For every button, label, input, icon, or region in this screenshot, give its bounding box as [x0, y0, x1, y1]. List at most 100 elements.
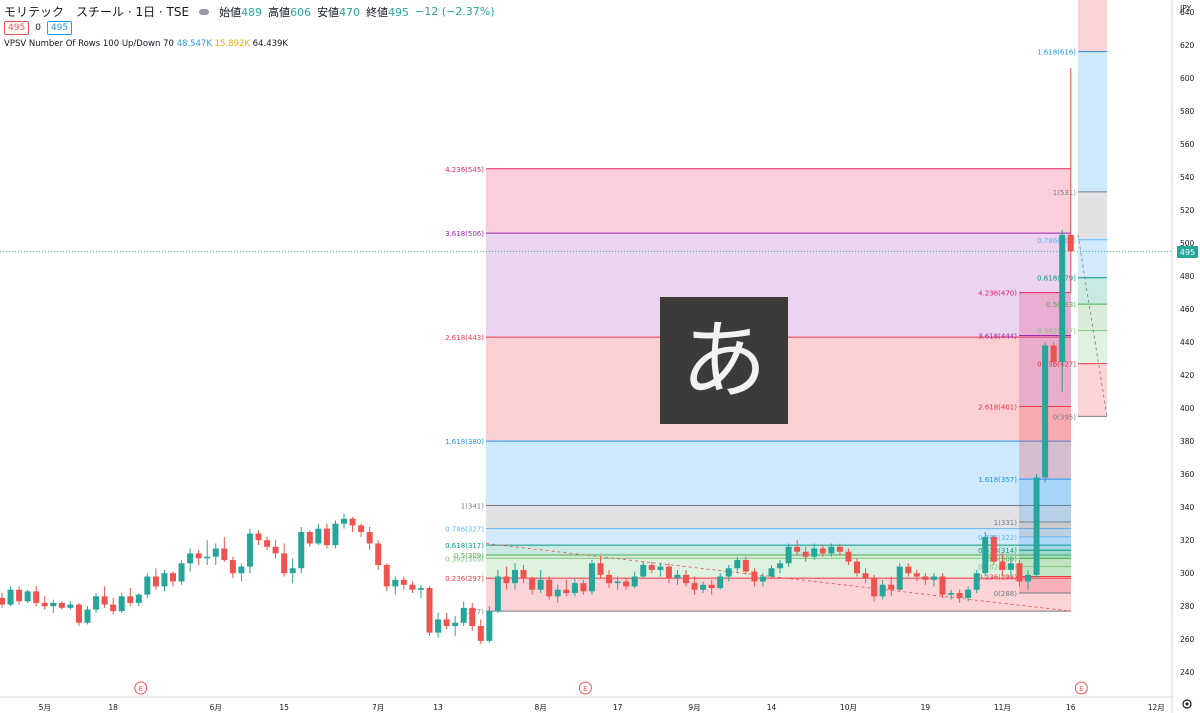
- candle-body: [101, 596, 108, 605]
- candle-body: [725, 568, 732, 577]
- fib-level-label: 0.618(479): [1037, 275, 1076, 283]
- fib-level-label: 0.236(297): [445, 575, 484, 583]
- candle-body: [135, 594, 142, 603]
- price-tick-label: 640: [1180, 8, 1195, 17]
- candle-body: [144, 576, 151, 595]
- candle-body: [640, 564, 647, 577]
- candle-body: [358, 525, 365, 532]
- fib-zone: [486, 555, 1071, 559]
- time-tick-label: 18: [108, 703, 118, 712]
- fib-zone: [486, 505, 1071, 529]
- fib-zone: [1078, 277, 1107, 305]
- price-tick-label: 380: [1180, 437, 1195, 446]
- candle-body: [392, 579, 399, 587]
- price-tick-label: 300: [1180, 569, 1195, 578]
- candle-body: [212, 548, 219, 557]
- candle-body: [58, 602, 65, 608]
- candle-body: [973, 573, 980, 590]
- fib-level-label: 1.618(380): [445, 438, 484, 446]
- trend-line: [1077, 234, 1108, 417]
- earnings-marker-icon[interactable]: E: [134, 681, 148, 695]
- candle-body: [67, 604, 74, 608]
- candle-body: [674, 574, 681, 579]
- earnings-marker-icon[interactable]: E: [1074, 681, 1088, 695]
- time-tick-label: 14: [767, 703, 777, 712]
- time-tick-label: 5月: [39, 703, 51, 712]
- candle-body: [469, 607, 476, 627]
- fib-level-label: 0.786(322): [978, 534, 1017, 542]
- symbol-title[interactable]: モリテック スチール · 1日 · TSE: [4, 5, 190, 19]
- candle-body: [546, 579, 553, 597]
- bid-button[interactable]: 495: [4, 21, 30, 35]
- fib-level-label: 0.786(327): [445, 526, 484, 534]
- earnings-marker-circle: [1074, 681, 1088, 695]
- candle-body: [588, 563, 595, 592]
- candle-body: [794, 546, 801, 552]
- fib-level-label: 1.618(357): [978, 476, 1017, 484]
- candle-body: [580, 583, 587, 592]
- indicator-total-volume: 64.439K: [252, 39, 288, 49]
- candle-body: [922, 576, 929, 580]
- candle-body: [657, 566, 664, 570]
- candle-body: [734, 560, 741, 569]
- candle-body: [571, 583, 578, 594]
- candle-body: [905, 566, 912, 574]
- chart-header: モリテック スチール · 1日 · TSE 始値489 高値606 安値470 …: [4, 3, 495, 20]
- candle-body: [16, 589, 23, 602]
- candle-body: [187, 553, 194, 564]
- candle-body: [948, 593, 955, 595]
- fib-level-label: 0(395): [1053, 413, 1077, 421]
- fib-zone: [486, 558, 1071, 579]
- indicator-up-volume: 48.547K: [176, 39, 212, 49]
- indicator-legend[interactable]: VPSV Number Of Rows 100 Up/Down 70 48.54…: [4, 39, 288, 49]
- candle-body: [683, 574, 689, 584]
- candle-body: [939, 576, 946, 595]
- ask-button[interactable]: 495: [46, 21, 73, 35]
- time-tick-label: 15: [279, 703, 289, 712]
- candle-body: [409, 584, 416, 590]
- indicator-down-volume: 15.892K: [214, 39, 250, 49]
- candle-body: [854, 561, 860, 574]
- candle-body: [768, 568, 775, 577]
- price-tick-label: 340: [1180, 503, 1195, 512]
- candle-body: [221, 548, 228, 560]
- candle-body: [759, 576, 766, 582]
- candle-body: [127, 596, 134, 603]
- fib-level-label: 1(531): [1053, 189, 1077, 197]
- ohlc-high: 高値606: [268, 5, 312, 19]
- candle-body: [708, 584, 715, 589]
- candle-body: [75, 604, 82, 623]
- candle-body: [554, 589, 561, 597]
- candle-body: [828, 546, 835, 554]
- price-tick-label: 240: [1180, 668, 1195, 677]
- candle-body: [1025, 574, 1031, 582]
- time-tick-label: 8月: [535, 703, 547, 712]
- gear-ring: [1182, 699, 1192, 709]
- price-tick-label: 280: [1180, 602, 1195, 611]
- candle-body: [178, 563, 185, 582]
- time-tick-label: 6月: [210, 703, 222, 712]
- fib-level-label: 0.236(427): [1037, 361, 1076, 369]
- fib-level-label: 0.236(298): [978, 574, 1017, 582]
- candle-body: [298, 531, 305, 569]
- candle-body: [152, 576, 159, 587]
- candlesticks: [0, 68, 1074, 645]
- gear-icon[interactable]: [1182, 699, 1192, 709]
- candle-body: [999, 561, 1006, 570]
- candle-body: [306, 531, 313, 544]
- earnings-marker-icon[interactable]: E: [578, 681, 592, 695]
- earnings-marker-letter: E: [139, 685, 143, 693]
- fib-zone: [1019, 479, 1071, 523]
- candle-body: [606, 574, 613, 584]
- candle-body: [965, 589, 972, 598]
- candle-body: [1050, 345, 1057, 362]
- candle-body: [819, 548, 826, 554]
- candle-body: [930, 576, 937, 580]
- fib-zone: [1019, 566, 1071, 577]
- time-tick-label: 16: [1066, 703, 1076, 712]
- candle-body: [597, 563, 604, 575]
- fib-level-label: 0.786(502): [1037, 237, 1076, 245]
- price-tick-label: 260: [1180, 635, 1195, 644]
